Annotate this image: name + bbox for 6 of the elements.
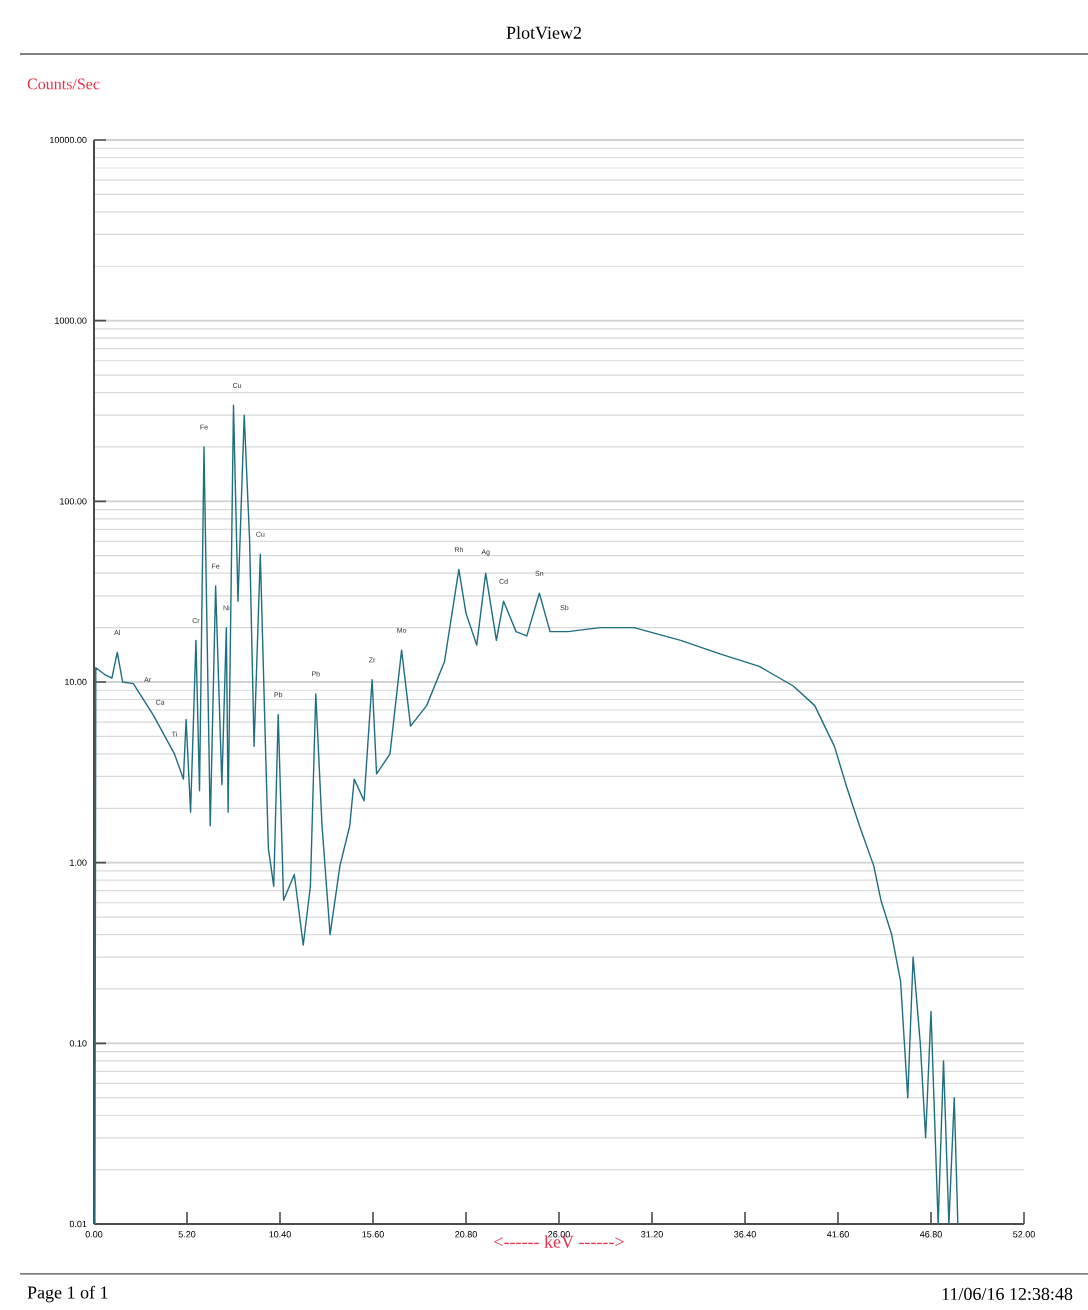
chart-title: PlotView2 (506, 26, 581, 39)
y-axis-title: Counts/Sec (27, 78, 100, 90)
x-axis-title: <------ keV ------> (494, 1235, 624, 1248)
text: 11/06/16 12:38:48 (942, 1287, 1073, 1301)
line-series (94, 404, 959, 1225)
text: Page 1 of 1 (27, 1285, 108, 1303)
